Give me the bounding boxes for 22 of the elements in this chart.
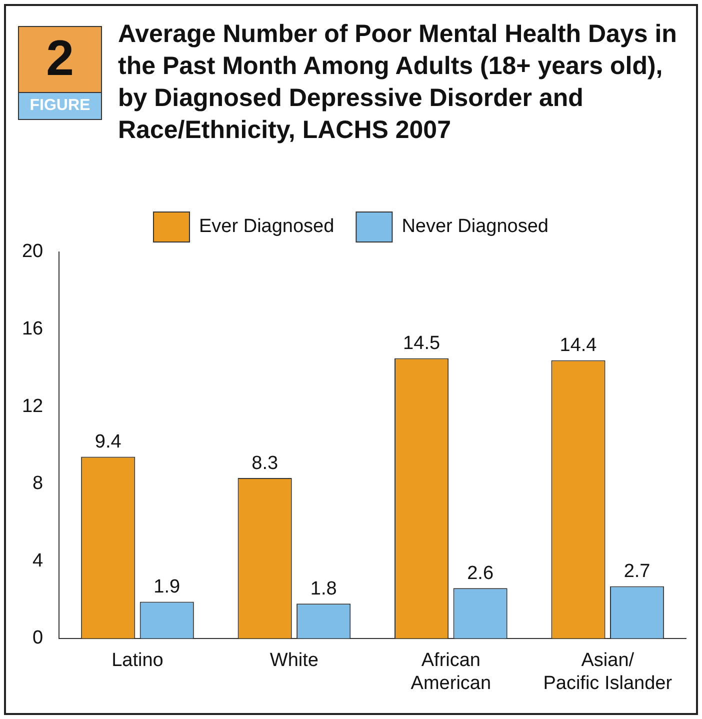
y-tick-label: 12: [22, 396, 44, 417]
chart-title: Average Number of Poor Mental Health Days in the Past Month Among Adults (18+ years old), by Diagnosed Depressive Disorder and Race/Ethnicity, LACHS 2007: [118, 19, 678, 146]
legend-label: Ever Diagnosed: [199, 216, 334, 238]
y-tick-label: 4: [32, 550, 44, 572]
data-label: 14.4: [560, 334, 598, 356]
data-label: 2.6: [467, 562, 494, 584]
figure-badge: 2 FIGURE: [18, 26, 102, 120]
data-label: 14.5: [403, 332, 440, 354]
x-tick-label: Asian/ Pacific Islander: [543, 650, 673, 694]
data-label: 9.4: [94, 432, 122, 453]
data-label: 8.3: [252, 452, 278, 474]
data-label: 1.8: [310, 578, 337, 600]
y-tick-label: 20: [22, 241, 44, 262]
data-label: 2.7: [624, 560, 650, 582]
y-tick-label: 8: [32, 473, 44, 494]
x-tick-label: Latino: [112, 650, 164, 672]
x-tick-label: White: [270, 650, 318, 672]
data-label: 1.9: [154, 576, 180, 598]
x-tick-label: African American: [410, 650, 492, 694]
legend-label: Never Diagnosed: [402, 216, 549, 238]
y-tick-label: 16: [22, 318, 44, 340]
y-tick-label: 0: [32, 628, 44, 649]
